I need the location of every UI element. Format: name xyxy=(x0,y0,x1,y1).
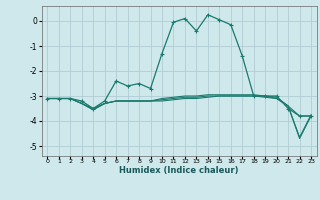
X-axis label: Humidex (Indice chaleur): Humidex (Indice chaleur) xyxy=(119,166,239,175)
